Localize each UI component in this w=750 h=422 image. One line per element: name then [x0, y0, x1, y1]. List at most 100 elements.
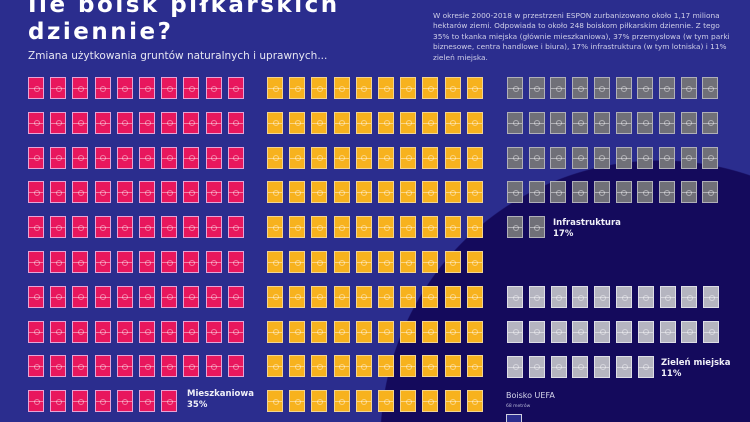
pitch-tile-przemyslowa [267, 146, 283, 169]
pitch-tile-przemyslowa [267, 216, 283, 239]
pitch-tile-infrastruktura [528, 77, 545, 99]
pitch-tile-infrastruktura [615, 146, 632, 169]
pitch-tile-zielen [681, 320, 698, 343]
pitch-tile-przemyslowa [355, 146, 372, 169]
pitch-tile-zielen [616, 286, 632, 308]
pitch-tile-mieszkaniowa [116, 146, 133, 169]
pitch-tile-przemyslowa [333, 320, 350, 343]
pitch-tile-przemyslowa [289, 216, 306, 239]
title-line-2: dziennie? [28, 19, 174, 45]
pitch-tile-przemyslowa [355, 77, 372, 99]
pitch-tile-mieszkaniowa [205, 320, 222, 343]
subtitle: Zmiana użytkowania gruntów naturalnych i… [28, 50, 328, 62]
pitch-tile-infrastruktura [507, 216, 523, 239]
pitch-tile-infrastruktura [572, 181, 589, 204]
pitch-tile-mieszkaniowa [183, 320, 200, 343]
pitch-tile-przemyslowa [400, 251, 417, 273]
pitch-tile-mieszkaniowa [116, 355, 133, 378]
pitch-tile-mieszkaniowa [72, 181, 89, 204]
pitch-tile-przemyslowa [378, 146, 394, 169]
pitch-tile-mieszkaniowa [227, 77, 244, 99]
pitch-tile-mieszkaniowa [28, 390, 44, 413]
pitch-tile-przemyslowa [333, 285, 350, 308]
pitch-tile-przemyslowa [422, 390, 439, 413]
pitch-tile-przemyslowa [378, 285, 394, 308]
pitch-tile-mieszkaniowa [94, 216, 111, 239]
pitch-tile-mieszkaniowa [205, 181, 222, 204]
pitch-tile-przemyslowa [400, 111, 417, 134]
pitch-tile-zielen [507, 286, 523, 308]
pitch-tile-przemyslowa [289, 146, 306, 169]
pitch-tile-zielen [594, 355, 611, 378]
pitch-tile-przemyslowa [422, 355, 439, 378]
pitch-tile-infrastruktura [528, 216, 545, 239]
pitch-tile-mieszkaniowa [28, 216, 44, 239]
pitch-tile-przemyslowa [378, 77, 394, 99]
pitch-tile-mieszkaniowa [139, 390, 155, 413]
pitch-tile-mieszkaniowa [161, 320, 178, 343]
pitch-tile-infrastruktura [680, 111, 697, 134]
pitch-tile-mieszkaniowa [94, 355, 111, 378]
pitch-tile-przemyslowa [311, 216, 328, 239]
pitch-tile-mieszkaniowa [28, 285, 44, 308]
pitch-tile-mieszkaniowa [50, 216, 67, 239]
pitch-tile-mieszkaniowa [28, 181, 44, 204]
pitch-tile-przemyslowa [333, 355, 350, 378]
pitch-tile-zielen [550, 286, 567, 308]
pitch-tile-zielen [528, 320, 545, 343]
pitch-tile-zielen [594, 286, 611, 308]
pitch-tile-zielen [507, 320, 523, 343]
pitch-tile-przemyslowa [267, 111, 283, 134]
pitch-tile-infrastruktura [702, 146, 719, 169]
pitch-tile-mieszkaniowa [116, 320, 133, 343]
pitch-tile-przemyslowa [333, 146, 350, 169]
pitch-tile-mieszkaniowa [161, 251, 178, 273]
pitch-tile-mieszkaniowa [227, 320, 244, 343]
pitch-tile-mieszkaniowa [161, 390, 178, 413]
pitch-tile-mieszkaniowa [139, 111, 155, 134]
pitch-tile-przemyslowa [355, 285, 372, 308]
pitch-tile-mieszkaniowa [72, 146, 89, 169]
pitch-tile-przemyslowa [422, 146, 439, 169]
pitch-tile-mieszkaniowa [183, 146, 200, 169]
pitch-tile-infrastruktura [637, 77, 654, 99]
group-percent: 35% [187, 400, 208, 410]
title-line-1: Ile boisk piłkarskich [28, 0, 340, 18]
pitch-tile-mieszkaniowa [161, 146, 178, 169]
pitch-tile-przemyslowa [444, 390, 461, 413]
pitch-tile-mieszkaniowa [139, 146, 155, 169]
pitch-tile-przemyslowa [444, 146, 461, 169]
pitch-tile-mieszkaniowa [139, 216, 155, 239]
pitch-tile-mieszkaniowa [72, 111, 89, 134]
pitch-tile-przemyslowa [289, 355, 306, 378]
pitch-tile-zielen [572, 320, 589, 343]
pitch-tile-przemyslowa [289, 111, 306, 134]
pitch-tile-infrastruktura [637, 111, 654, 134]
pitch-tile-infrastruktura [507, 111, 523, 134]
pitch-tile-przemyslowa [466, 111, 483, 134]
pitch-tile-mieszkaniowa [94, 285, 111, 308]
pitch-tile-mieszkaniowa [28, 320, 44, 343]
pitch-tile-mieszkaniowa [205, 355, 222, 378]
pitch-tile-przemyslowa [355, 251, 372, 273]
pitch-tile-przemyslowa [355, 111, 372, 134]
pitch-tile-zielen [572, 286, 589, 308]
pitch-tile-zielen [616, 320, 632, 343]
pitch-tile-przemyslowa [466, 146, 483, 169]
pitch-tile-mieszkaniowa [28, 355, 44, 378]
pitch-tile-przemyslowa [311, 77, 328, 99]
pitch-tile-przemyslowa [333, 77, 350, 99]
pitch-tile-infrastruktura [550, 111, 567, 134]
pitch-tile-przemyslowa [444, 355, 461, 378]
pitch-tile-infrastruktura [593, 181, 610, 204]
pitch-tile-przemyslowa [311, 181, 328, 204]
pitch-tile-przemyslowa [355, 320, 372, 343]
group-name: Zieleń miejska [661, 358, 731, 368]
pitch-tile-przemyslowa [267, 251, 283, 273]
pitch-tile-mieszkaniowa [94, 320, 111, 343]
pitch-tile-przemyslowa [422, 216, 439, 239]
pitch-tile-mieszkaniowa [116, 390, 133, 413]
pitch-tile-mieszkaniowa [183, 216, 200, 239]
pitch-tile-przemyslowa [267, 285, 283, 308]
pitch-tile-mieszkaniowa [50, 285, 67, 308]
